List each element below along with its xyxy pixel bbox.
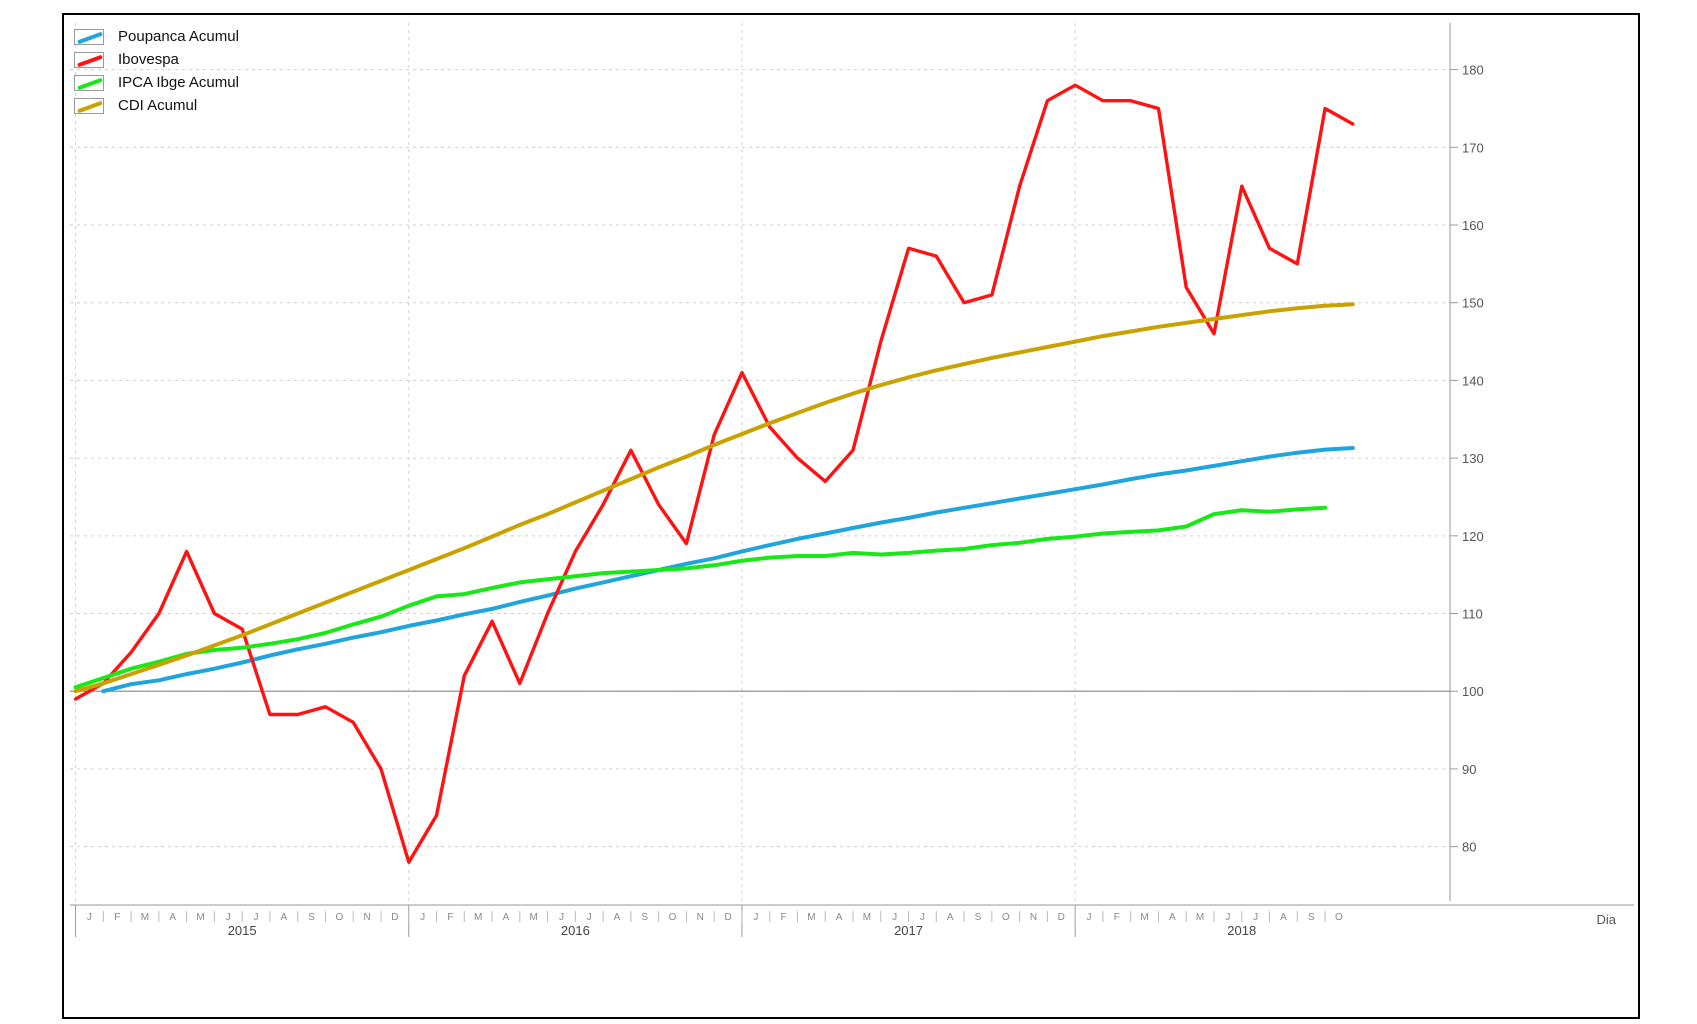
y-tick-label: 120 — [1462, 529, 1484, 544]
month-tick-label: A — [503, 912, 510, 923]
month-tick-label: M — [141, 912, 149, 923]
month-tick-label: A — [836, 912, 843, 923]
year-label: 2015 — [228, 923, 257, 938]
month-tick-label: O — [669, 912, 677, 923]
month-tick-label: J — [226, 912, 231, 923]
legend-item: Poupanca Acumul — [74, 25, 239, 48]
legend-item: CDI Acumul — [74, 94, 239, 117]
month-tick-label: A — [1169, 912, 1176, 923]
y-tick-label: 160 — [1462, 218, 1484, 233]
month-tick-label: A — [947, 912, 954, 923]
y-tick-label: 90 — [1462, 762, 1476, 777]
month-tick-label: J — [87, 912, 92, 923]
y-tick-label: 80 — [1462, 840, 1476, 855]
month-tick-label: M — [530, 912, 538, 923]
series-line-0 — [101, 446, 1355, 694]
y-tick-label: 170 — [1462, 140, 1484, 155]
y-tick-label: 140 — [1462, 373, 1484, 388]
month-tick-label: J — [1087, 912, 1092, 923]
month-tick-label: M — [196, 912, 204, 923]
month-tick-label: J — [587, 912, 592, 923]
legend-swatch-line — [77, 54, 103, 67]
month-tick-label: O — [1002, 912, 1010, 923]
month-tick-label: J — [254, 912, 259, 923]
legend-label: IPCA Ibge Acumul — [118, 74, 239, 91]
y-tick-label: 150 — [1462, 296, 1484, 311]
year-label: 2018 — [1227, 923, 1256, 938]
series-line-1 — [73, 83, 1355, 864]
month-tick-label: J — [559, 912, 564, 923]
legend-label: CDI Acumul — [118, 97, 198, 114]
legend-swatch — [74, 28, 104, 45]
month-tick-label: A — [169, 912, 176, 923]
y-tick-label: 130 — [1462, 451, 1484, 466]
y-tick-label: 180 — [1462, 63, 1484, 78]
month-tick-label: J — [892, 912, 897, 923]
month-tick-label: D — [391, 912, 398, 923]
month-tick-label: M — [1196, 912, 1204, 923]
month-tick-label: S — [1308, 912, 1315, 923]
month-tick-label: N — [1030, 912, 1037, 923]
legend-swatch — [74, 51, 104, 68]
series-line-2 — [73, 505, 1328, 690]
month-tick-label: F — [781, 912, 787, 923]
legend-label: Ibovespa — [118, 51, 179, 68]
month-tick-label: J — [753, 912, 758, 923]
month-tick-label: M — [807, 912, 815, 923]
month-tick-label: A — [1280, 912, 1287, 923]
month-tick-label: J — [1253, 912, 1258, 923]
month-tick-label: M — [863, 912, 871, 923]
y-tick-label: 100 — [1462, 684, 1484, 699]
month-tick-label: S — [308, 912, 315, 923]
chart-plot: 80 90 100 110 120 130 140 150 160 170 180 2015 2016 2… — [70, 23, 1634, 938]
month-tick-label: S — [641, 912, 648, 923]
month-tick-label: A — [280, 912, 287, 923]
month-tick-label: J — [420, 912, 425, 923]
chart-legend: Poupanca Acumul Ibovespa IPCA Ibge Acumul C… — [74, 25, 239, 117]
chart-frame: 80 90 100 110 120 130 140 150 160 170 180 2015 2016 2… — [62, 13, 1640, 1019]
legend-swatch-line — [77, 77, 103, 90]
month-tick-label: J — [1225, 912, 1230, 923]
year-label: 2016 — [561, 923, 590, 938]
month-tick-label: F — [447, 912, 453, 923]
month-tick-label: N — [363, 912, 370, 923]
y-tick-label: 110 — [1462, 607, 1483, 622]
month-tick-label: O — [1335, 912, 1343, 923]
year-label: 2017 — [894, 923, 923, 938]
legend-swatch — [74, 97, 104, 114]
month-tick-label: M — [474, 912, 482, 923]
legend-item: Ibovespa — [74, 48, 239, 71]
month-tick-label: A — [614, 912, 621, 923]
month-tick-label: D — [1058, 912, 1065, 923]
month-tick-label: F — [114, 912, 120, 923]
legend-swatch-line — [77, 31, 103, 44]
legend-item: IPCA Ibge Acumul — [74, 71, 239, 94]
month-tick-label: J — [920, 912, 925, 923]
month-tick-label: F — [1114, 912, 1120, 923]
month-tick-label: M — [1140, 912, 1148, 923]
x-axis-label: Dia — [1596, 912, 1616, 927]
month-tick-label: O — [335, 912, 343, 923]
month-tick-label: S — [975, 912, 982, 923]
legend-swatch — [74, 74, 104, 91]
legend-swatch-line — [77, 100, 103, 113]
month-tick-label: D — [724, 912, 731, 923]
month-tick-label: N — [697, 912, 704, 923]
legend-label: Poupanca Acumul — [118, 28, 239, 45]
series-line-3 — [73, 302, 1355, 694]
